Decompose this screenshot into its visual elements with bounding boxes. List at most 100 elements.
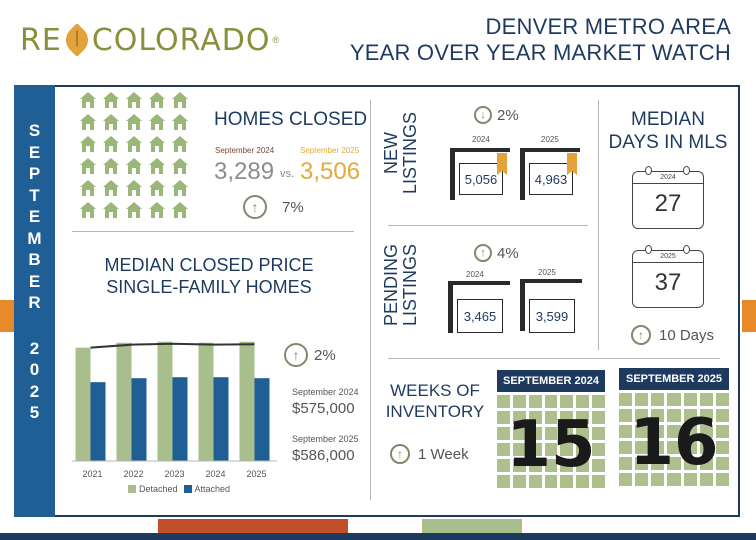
house-icon xyxy=(126,180,142,196)
calendar-day-cell xyxy=(635,473,649,486)
inventory-calendar-prev: SEPTEMBER 2024 15 xyxy=(497,370,605,500)
house-icon xyxy=(149,136,165,152)
calendar-day-cell xyxy=(699,457,713,470)
calendar-day-cell xyxy=(667,457,681,470)
median-price-value-prev: $575,000 xyxy=(292,400,355,417)
legend-label-attached: Attached xyxy=(194,484,231,494)
bottom-orange-bar xyxy=(158,519,348,533)
house-icon xyxy=(149,92,165,108)
inventory-value-curr: 16 xyxy=(629,406,719,480)
x-tick-label: 2025 xyxy=(246,469,266,479)
median-price-value-curr: $586,000 xyxy=(292,447,355,464)
homes-closed-change: 7% xyxy=(282,199,304,216)
calendar-day-cell xyxy=(497,443,510,456)
arrow-up-circle-icon: ↑ xyxy=(243,195,267,219)
calendar-day-cell xyxy=(619,409,633,422)
price-chart-svg: 2021 2022 2023 2024 2025 xyxy=(72,341,277,479)
days-in-mls-value-prev: 27 xyxy=(654,190,682,217)
month-letter: R xyxy=(28,293,41,312)
calendar-day-cell xyxy=(576,395,590,408)
new-listings-change: 2% xyxy=(497,107,519,124)
legend-swatch-detached xyxy=(128,485,136,493)
trend-line xyxy=(90,342,255,349)
price-chart: 2021 2022 2023 2024 2025 xyxy=(72,318,277,501)
house-icon xyxy=(172,92,188,108)
calendar-day-cell xyxy=(544,459,558,472)
days-in-mls-title-line-1: MEDIAN xyxy=(631,109,705,130)
calendar-day-cell xyxy=(560,427,574,440)
logo-re-text: RE xyxy=(20,22,62,58)
sign-post xyxy=(520,148,580,152)
calendar-ring xyxy=(645,166,652,175)
inventory-calendar-curr: SEPTEMBER 2025 16 xyxy=(619,368,729,500)
weeks-of-inventory-title-line-2: INVENTORY xyxy=(385,402,485,421)
month-letter: M xyxy=(27,228,42,248)
homes-closed-value-curr: 3,506 xyxy=(300,158,361,185)
calendar-day-cell xyxy=(635,425,649,438)
month-letter: T xyxy=(29,185,40,205)
calendar-ring xyxy=(645,245,652,254)
house-icon xyxy=(126,114,142,130)
inventory-value-prev: 15 xyxy=(506,408,596,482)
calendar-day-cell xyxy=(651,457,665,470)
logo-colorado-text: COLORADO xyxy=(91,22,271,58)
calendar-day-cell xyxy=(715,457,729,470)
arrow-up-circle-icon: ↑ xyxy=(284,343,308,367)
bar-detached-2023 xyxy=(157,341,173,461)
bar-detached-2022 xyxy=(116,342,132,461)
house-icon xyxy=(103,158,119,174)
calendar-icon-prev: 2024 27 xyxy=(632,166,704,229)
calendar-day-cell xyxy=(635,441,649,454)
calendar-day-cell xyxy=(619,425,633,438)
divider xyxy=(370,100,371,500)
year-digit: 0 xyxy=(29,360,40,379)
calendar-day-cell xyxy=(592,443,605,456)
calendar-day-cell xyxy=(619,441,633,454)
calendar-day-cell xyxy=(592,411,605,424)
calendar-day-cell xyxy=(576,443,590,456)
calendar-day-cell xyxy=(544,443,558,456)
calendar-day-cell xyxy=(544,411,558,424)
pending-listings-title-line-1: PENDING xyxy=(381,244,401,327)
vs-text: vs. xyxy=(280,168,295,180)
calendar-day-cell xyxy=(619,393,633,406)
calendar-day-cell xyxy=(560,459,574,472)
homes-closed-value-prev: 3,289 xyxy=(214,158,275,185)
calendar-day-cell xyxy=(544,475,558,488)
calendar-day-cell xyxy=(619,457,633,470)
calendar-day-cell xyxy=(683,393,697,406)
house-icon xyxy=(126,92,142,108)
new-listings-value-prev: 5,056 xyxy=(459,163,503,195)
recolorado-logo: RE COLORADO ® xyxy=(20,18,279,62)
weeks-of-inventory-title-line-1: WEEKS OF xyxy=(390,381,480,400)
house-icon xyxy=(149,180,165,196)
days-in-mls-title-line-2: DAYS IN MLS xyxy=(608,132,728,153)
house-icon xyxy=(80,202,96,218)
calendar-day-cell xyxy=(683,409,697,422)
homes-closed-title: HOMES CLOSED xyxy=(214,109,368,130)
calendar-day-cell xyxy=(683,441,697,454)
x-tick-label: 2021 xyxy=(82,469,102,479)
house-icon xyxy=(172,180,188,196)
median-price-title: MEDIAN CLOSED PRICE SINGLE-FAMILY HOMES xyxy=(80,254,338,298)
pending-listings-change: 4% xyxy=(497,245,519,262)
new-tag-icon xyxy=(497,153,507,175)
calendar-day-cell xyxy=(699,473,713,486)
house-icon xyxy=(149,158,165,174)
x-tick-label: 2023 xyxy=(164,469,184,479)
pending-listings-year-curr: 2025 xyxy=(538,268,556,277)
new-listings-title: NEW LISTINGS xyxy=(381,103,420,203)
calendar-day-cell xyxy=(512,443,526,456)
house-icon xyxy=(80,136,96,152)
house-icon xyxy=(126,158,142,174)
inventory-label-prev: SEPTEMBER 2024 xyxy=(497,370,605,392)
calendar-day-cell xyxy=(497,475,510,488)
arrow-up-circle-icon: ↑ xyxy=(474,244,492,262)
calendar-day-cell xyxy=(528,395,542,408)
registered-mark: ® xyxy=(272,35,280,45)
house-icon xyxy=(103,180,119,196)
house-icon xyxy=(172,158,188,174)
calendar-day-cell xyxy=(560,411,574,424)
house-icon xyxy=(80,158,96,174)
x-tick-label: 2022 xyxy=(123,469,143,479)
